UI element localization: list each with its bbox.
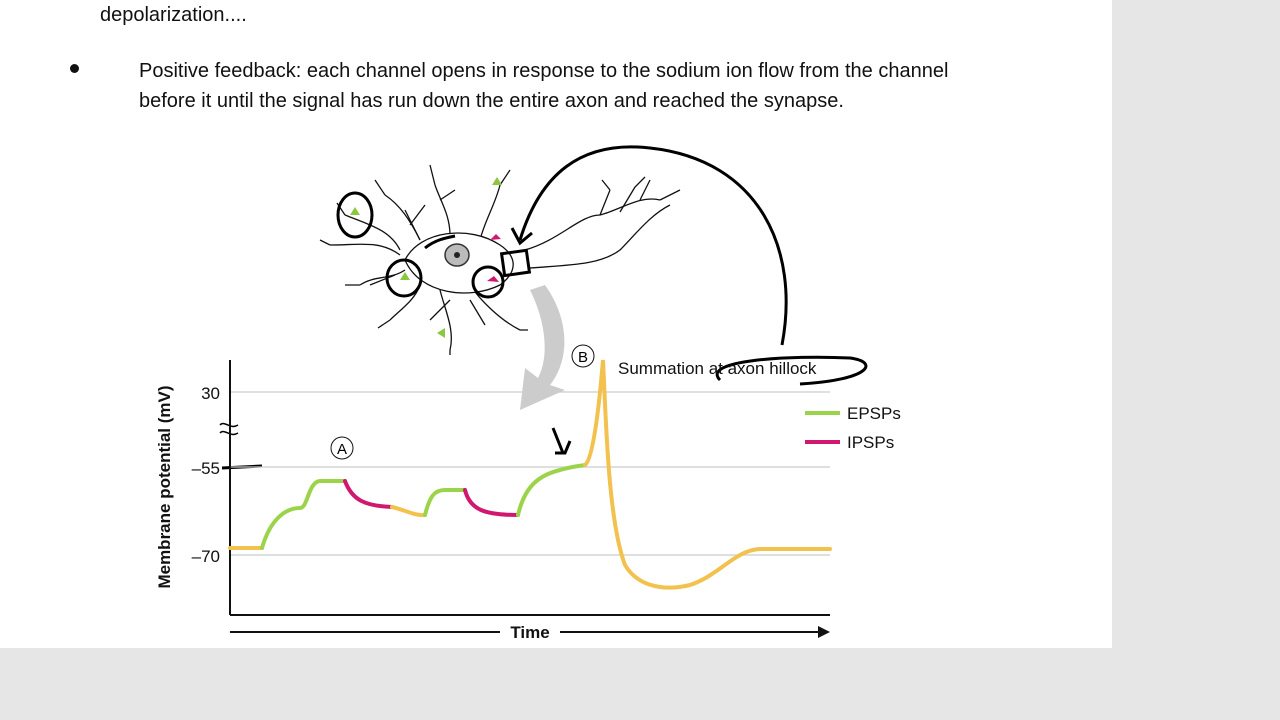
neuron	[319, 164, 681, 355]
annotation: Summation at axon hillock	[618, 359, 817, 378]
axes	[229, 360, 830, 616]
figure: 30 –55 –70 Membrane potential (mV) Time …	[155, 145, 901, 642]
synapse-terminals	[350, 177, 502, 338]
marker-circle	[330, 436, 354, 460]
marker-circle	[571, 344, 595, 368]
time-arrowhead	[818, 626, 830, 638]
potential-curve	[228, 359, 832, 590]
y-tick-label: –70	[192, 547, 220, 566]
marker-b: B	[578, 349, 588, 366]
y-axis-label: Membrane potential (mV)	[155, 385, 174, 588]
legend-entry: EPSPs	[847, 404, 901, 423]
marker-a: A	[337, 441, 347, 458]
grid-lines	[230, 391, 830, 556]
x-axis-label: Time	[510, 623, 549, 642]
y-tick-label: –55	[192, 459, 220, 478]
hand-annotations	[219, 145, 868, 470]
gray-arrow	[520, 285, 565, 410]
bullet-text: Positive feedback: each channel opens in…	[139, 60, 949, 112]
legend-entry: IPSPs	[847, 433, 894, 452]
bullet-dot	[70, 64, 79, 73]
y-tick-label: 30	[201, 384, 220, 403]
previous-text: depolarization....	[100, 4, 247, 26]
nucleolus	[454, 252, 460, 258]
